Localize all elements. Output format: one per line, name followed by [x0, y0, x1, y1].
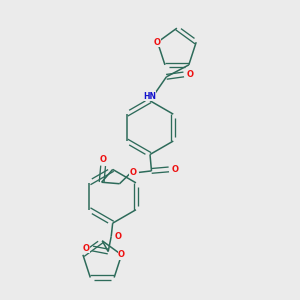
Text: O: O — [100, 155, 106, 164]
Text: O: O — [154, 38, 161, 47]
Text: O: O — [118, 250, 125, 259]
Text: O: O — [130, 168, 136, 177]
Text: O: O — [172, 165, 179, 174]
Text: O: O — [82, 244, 90, 253]
Text: O: O — [114, 232, 121, 241]
Text: O: O — [187, 70, 194, 79]
Text: HN: HN — [143, 92, 156, 101]
